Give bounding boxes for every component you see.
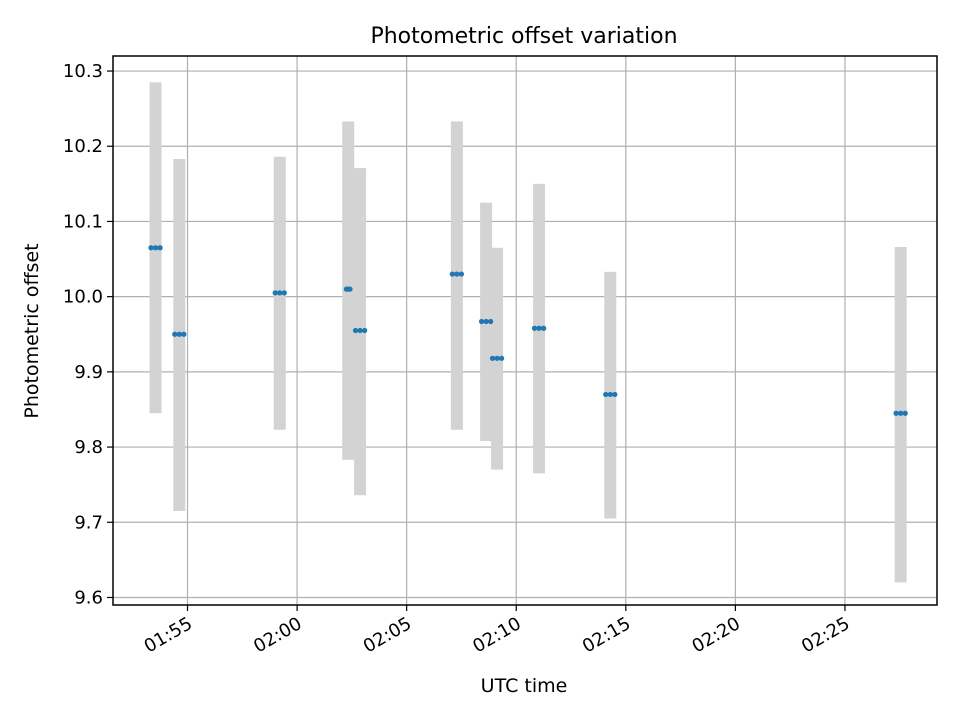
x-tick-label: 02:20 [688, 613, 743, 657]
y-tick-label: 10.3 [63, 61, 103, 82]
data-point [362, 327, 368, 334]
grid [113, 56, 937, 605]
data-point [148, 245, 154, 251]
data-point [612, 391, 618, 398]
data-point [536, 325, 542, 331]
data-point [541, 325, 547, 331]
data-point [489, 355, 496, 361]
data-point [607, 391, 613, 398]
data-point [347, 286, 353, 292]
x-axis-label: UTC time [481, 675, 568, 697]
data-point [898, 410, 904, 416]
x-tick-label: 01:55 [141, 613, 196, 657]
x-tick-label: 02:25 [798, 613, 853, 657]
data-point [152, 245, 159, 251]
data-point [449, 271, 455, 277]
data-point [531, 325, 538, 331]
y-tick-label: 10.2 [63, 136, 103, 157]
data-point [357, 327, 363, 334]
chart-title: Photometric offset variation [370, 24, 677, 49]
data-point [281, 290, 287, 296]
x-tick-label: 02:15 [579, 613, 634, 657]
y-tick-label: 9.8 [74, 437, 103, 458]
y-tick-label: 9.6 [74, 587, 103, 608]
data-point [488, 318, 494, 325]
data-point [603, 391, 609, 398]
data-point [458, 271, 465, 277]
data-point [176, 331, 182, 337]
x-tick-label: 02:00 [250, 613, 305, 657]
data-point [277, 290, 283, 296]
y-tick-label: 9.9 [74, 362, 103, 383]
x-tick-label: 02:10 [469, 613, 524, 657]
y-axis-label: Photometric offset [21, 243, 43, 418]
plot-frame [112, 55, 938, 606]
data-point [272, 290, 278, 296]
y-tick-label: 9.7 [74, 512, 103, 533]
x-tick-label: 02:05 [360, 613, 415, 657]
y-tick-label: 10.0 [63, 287, 103, 308]
data-point [172, 331, 178, 337]
data-point [483, 318, 489, 325]
y-tick-label: 10.1 [63, 211, 103, 232]
data-point [893, 410, 899, 416]
x-axis: 01:55 02:00 02:05 02:10 02:15 02:20 02:25 [141, 605, 853, 657]
data-point [181, 331, 187, 337]
data-point [902, 410, 908, 416]
data-point [478, 318, 485, 325]
y-axis: 9.6 9.7 9.8 9.9 10.0 10.1 10.2 10.3 [63, 61, 113, 608]
data-point [499, 355, 505, 361]
data-points [148, 245, 908, 416]
errorbars [149, 82, 907, 583]
data-point [157, 245, 163, 251]
data-point [494, 355, 500, 361]
data-point [454, 271, 460, 277]
data-point [352, 327, 359, 334]
